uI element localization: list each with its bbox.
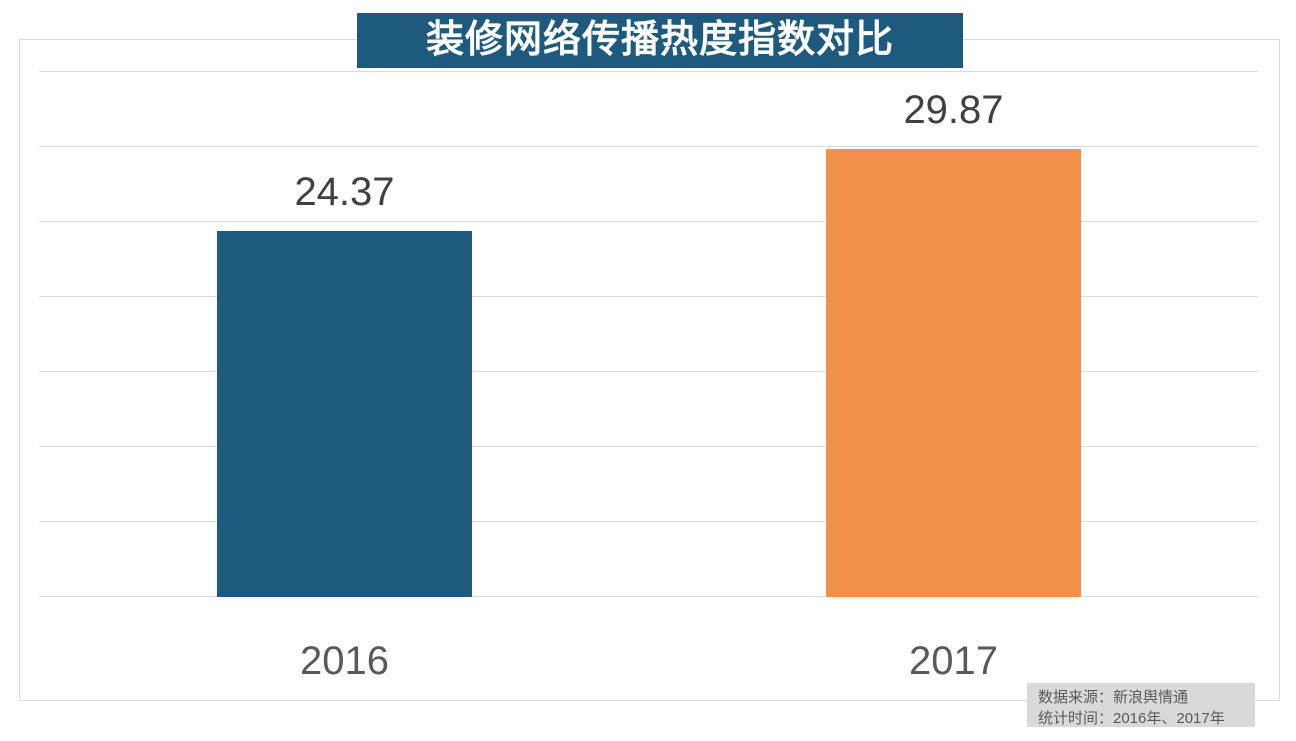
value-label: 29.87	[903, 87, 1004, 132]
gridline	[39, 596, 1258, 597]
bar-group-2016: 24.37 2016	[217, 72, 472, 683]
source-line-2: 统计时间：2016年、2017年	[1038, 710, 1225, 727]
gridline	[39, 371, 1258, 372]
chart-title-banner: 装修网络传播热度指数对比	[357, 13, 963, 68]
gridline	[39, 296, 1258, 297]
source-box: 数据来源：新浪舆情通 统计时间：2016年、2017年	[1027, 683, 1255, 727]
bar-2017	[826, 148, 1081, 597]
value-label: 24.37	[294, 170, 395, 215]
gridline	[39, 521, 1258, 522]
plot-area: 24.37 2016 29.87 2017	[39, 71, 1258, 683]
gridline	[39, 146, 1258, 147]
gridline	[39, 221, 1258, 222]
source-line-1: 数据来源：新浪舆情通	[1038, 689, 1189, 706]
category-label: 2016	[300, 639, 389, 683]
bar-group-2017: 29.87 2017	[826, 72, 1081, 683]
chart-title: 装修网络传播热度指数对比	[425, 19, 894, 61]
gridline	[39, 71, 1258, 72]
bar-2016	[217, 231, 472, 597]
gridline	[39, 446, 1258, 447]
category-label: 2017	[909, 639, 998, 683]
